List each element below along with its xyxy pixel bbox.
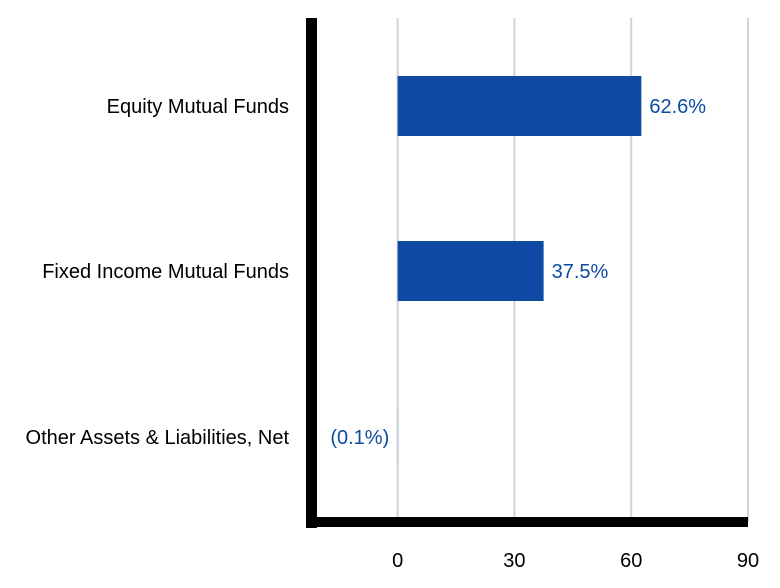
x-tick-label-0: 0 (392, 550, 403, 572)
x-tick-label-60: 60 (620, 550, 642, 572)
x-tick-label-30: 30 (503, 550, 525, 572)
x-tick-label-90: 90 (737, 550, 759, 572)
bar-1 (397, 76, 642, 136)
labels: 0 30 60 90 Equity Mutual Funds 62.6% Fixed Inc… (26, 96, 760, 572)
bar-3 (397, 407, 399, 467)
x-axis-line (306, 517, 748, 527)
y-axis-line (306, 18, 317, 528)
data-label-2: 37.5% (552, 261, 609, 283)
bars (397, 76, 642, 467)
axes (306, 18, 748, 528)
data-label-3: (0.1%) (330, 427, 389, 449)
category-label-3: Other Assets & Liabilities, Net (26, 427, 290, 449)
category-label-2: Fixed Income Mutual Funds (42, 261, 289, 283)
category-label-1: Equity Mutual Funds (107, 96, 289, 118)
bar-2 (397, 241, 544, 301)
data-label-1: 62.6% (649, 96, 706, 118)
